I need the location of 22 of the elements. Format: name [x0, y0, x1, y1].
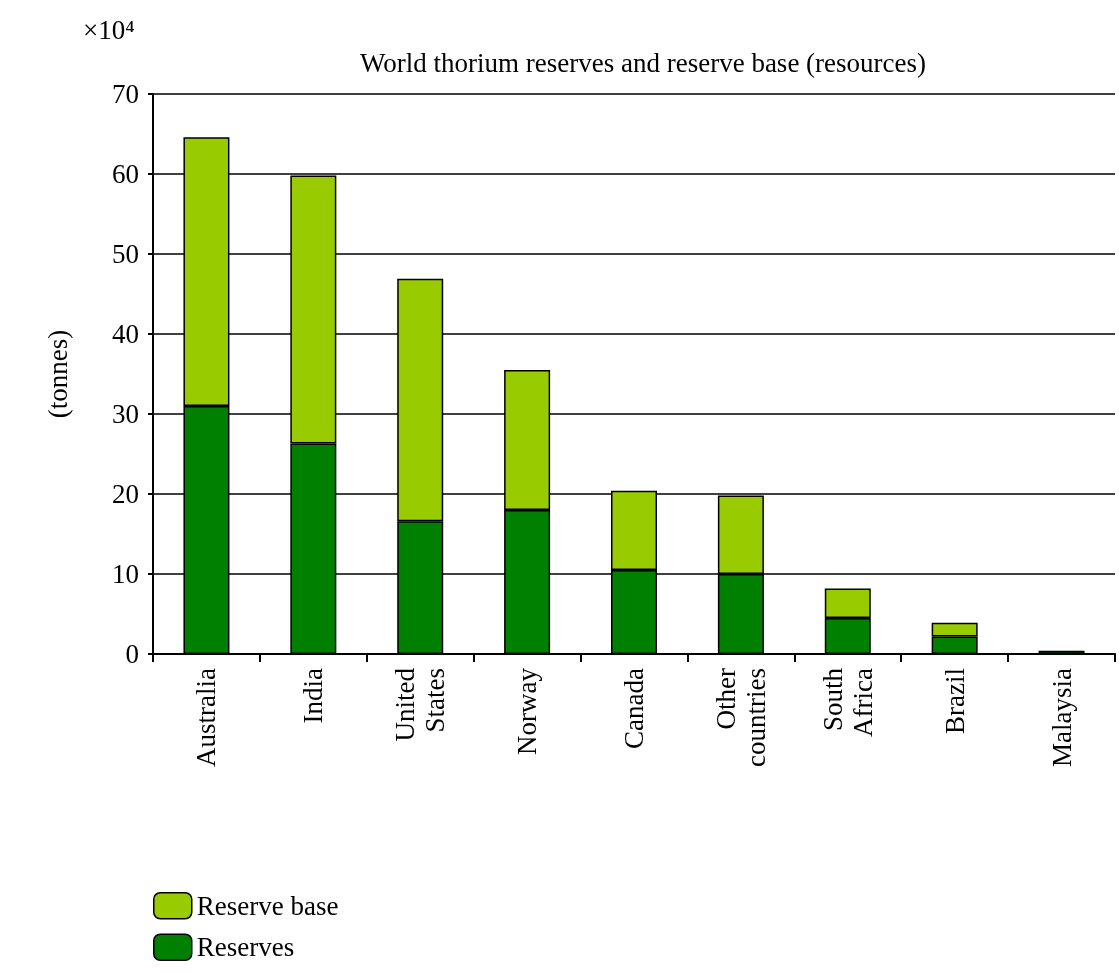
legend-label: Reserves	[196, 932, 295, 963]
y-axis-title: (tonnes)	[42, 329, 73, 419]
y-tick-label: 10	[112, 559, 139, 589]
y-tick-label: 60	[112, 159, 139, 189]
y-tick-label: 40	[112, 319, 139, 349]
y-tick-label: 70	[112, 79, 139, 109]
chart-title: World thorium reserves and reserve base (resources)	[359, 47, 927, 78]
x-tick-label: Australia	[191, 668, 222, 767]
x-tick-label: Malaysia	[1046, 668, 1077, 767]
y-tick-label: 30	[112, 399, 139, 429]
x-tick-label: Canada	[619, 667, 649, 749]
x-tick-label: Norway	[512, 667, 543, 755]
text: ×10⁴	[83, 14, 135, 45]
x-tick-label: United States	[390, 667, 451, 742]
y-tick-label: 0	[125, 639, 139, 669]
x-tick-label: South Africa	[817, 667, 878, 737]
y-tick-label: 50	[112, 239, 139, 269]
legend-label: Reserve base	[196, 890, 339, 921]
x-tick-label: Other countries	[710, 668, 771, 767]
y-tick-label: 20	[112, 479, 139, 509]
x-tick-label: India	[298, 667, 329, 724]
x-tick-label: Brazil	[939, 668, 970, 734]
